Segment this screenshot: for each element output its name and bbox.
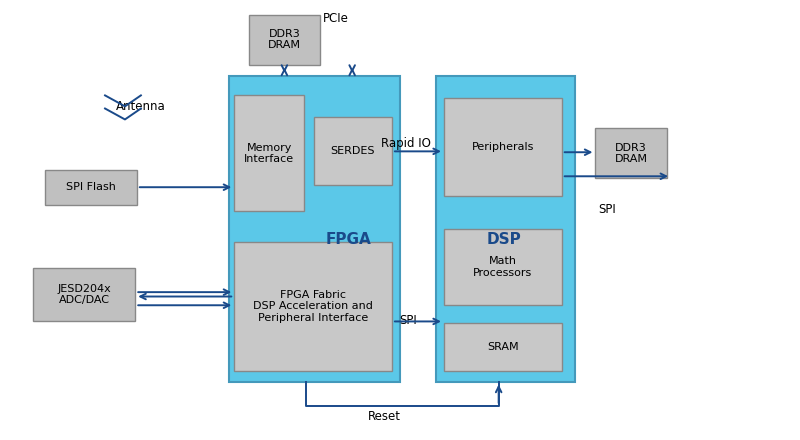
Text: Rapid IO: Rapid IO (382, 137, 431, 150)
Text: PCIe: PCIe (323, 12, 349, 26)
Text: Reset: Reset (367, 410, 401, 423)
Text: Antenna: Antenna (116, 100, 166, 113)
Text: SRAM: SRAM (487, 342, 518, 352)
Bar (34, 268, 135, 321)
Text: FPGA: FPGA (326, 232, 371, 247)
Bar (444, 98, 562, 196)
Bar (444, 229, 562, 305)
Text: SPI: SPI (399, 314, 417, 327)
Text: Math
Processors: Math Processors (474, 256, 533, 278)
Text: SPI: SPI (598, 202, 616, 216)
Bar (249, 15, 320, 65)
Bar (436, 76, 575, 382)
Text: DDR3
DRAM: DDR3 DRAM (268, 29, 301, 51)
Text: DDR3
DRAM: DDR3 DRAM (614, 143, 648, 164)
Bar (234, 95, 304, 211)
Text: JESD204x
ADC/DAC: JESD204x ADC/DAC (58, 283, 111, 305)
Text: SPI Flash: SPI Flash (66, 182, 116, 192)
Bar (229, 76, 400, 382)
Bar (595, 128, 667, 179)
Text: DSP: DSP (486, 232, 521, 247)
Bar (314, 117, 392, 185)
Bar (234, 242, 392, 371)
Text: SERDES: SERDES (330, 146, 375, 156)
Text: FPGA Fabric
DSP Acceleration and
Peripheral Interface: FPGA Fabric DSP Acceleration and Periphe… (253, 290, 373, 323)
Bar (444, 323, 562, 371)
Text: Peripherals: Peripherals (472, 142, 534, 152)
Bar (46, 170, 137, 205)
Text: Memory
Interface: Memory Interface (244, 143, 294, 164)
